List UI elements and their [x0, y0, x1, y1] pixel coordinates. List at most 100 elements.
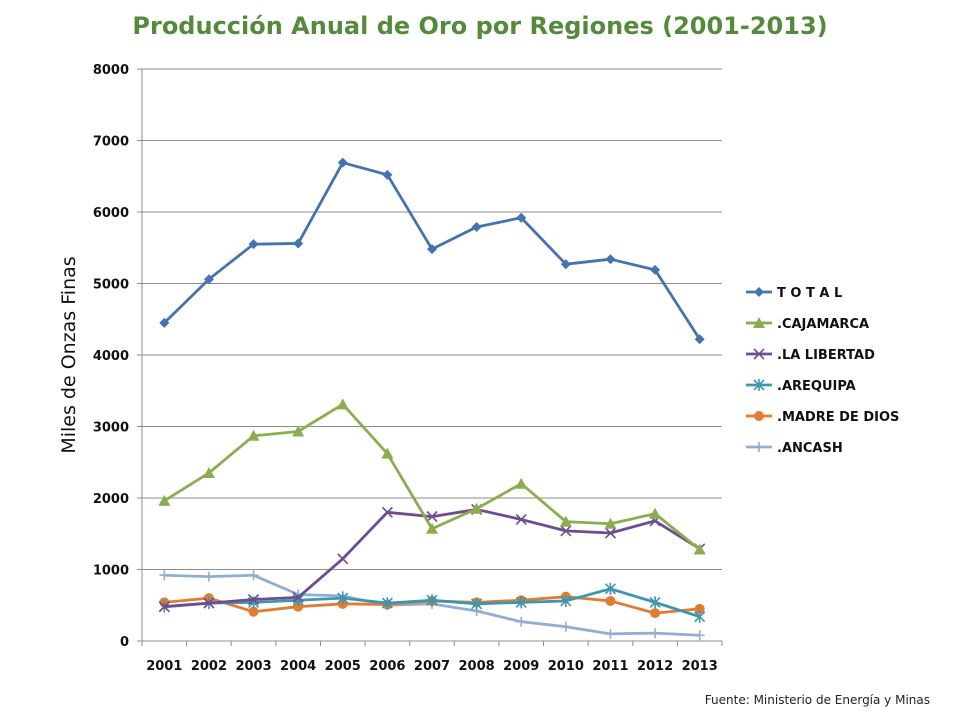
data-point — [470, 502, 483, 514]
y-tick-label: 1000 — [93, 564, 129, 579]
data-point — [293, 238, 304, 249]
data-point — [337, 553, 349, 565]
data-point — [694, 334, 705, 345]
legend-label: .LA LIBERTAD — [777, 348, 875, 363]
data-point — [202, 466, 215, 478]
y-tick-label: 4000 — [93, 349, 129, 364]
data-point — [650, 608, 661, 619]
y-tick-label: 7000 — [93, 135, 129, 150]
data-point — [427, 244, 437, 255]
data-point — [516, 212, 527, 223]
data-point — [203, 274, 214, 285]
data-point — [159, 317, 170, 328]
y-tick-label: 8000 — [93, 63, 129, 78]
legend-item: T O T A L — [746, 286, 842, 301]
data-point — [694, 630, 705, 641]
data-point — [293, 601, 304, 612]
series-t-o-t-a-l — [159, 157, 705, 345]
source-note: Fuente: Ministerio de Energía y Minas — [704, 693, 930, 707]
data-point — [693, 543, 706, 555]
y-tick-label: 3000 — [93, 421, 129, 436]
data-point — [694, 610, 706, 623]
legend-item: .AREQUIPA — [746, 379, 856, 394]
data-point — [471, 222, 482, 233]
data-point — [158, 494, 171, 506]
y-tick-label: 5000 — [93, 278, 129, 293]
x-tick-label: 2004 — [280, 659, 316, 674]
data-point — [426, 594, 438, 607]
x-tick-label: 2009 — [503, 659, 539, 674]
data-point — [515, 513, 527, 526]
legend-label: .AREQUIPA — [777, 379, 856, 394]
legend-marker — [754, 411, 764, 421]
data-point — [247, 429, 260, 441]
legend-item: .LA LIBERTAD — [746, 348, 875, 363]
x-tick-label: 2008 — [459, 659, 495, 674]
legend-label: .CAJAMARCA — [777, 317, 869, 332]
legend-label: .ANCASH — [777, 441, 843, 456]
data-point — [515, 596, 527, 609]
series-arequipa — [158, 582, 706, 623]
x-tick-label: 2006 — [369, 659, 405, 674]
legend-marker — [753, 379, 765, 391]
data-point — [605, 595, 616, 606]
data-point — [604, 517, 617, 529]
x-tick-label: 2007 — [414, 659, 450, 674]
data-point — [516, 616, 527, 627]
data-point — [292, 591, 304, 603]
x-tick-label: 2001 — [146, 659, 182, 674]
legend-item: .ANCASH — [746, 441, 843, 456]
data-point — [203, 571, 214, 582]
y-tick-label: 2000 — [93, 492, 129, 507]
axes: 0 1000 2000 3000 4000 5000 6000 7000 8000 2001 200… — [93, 63, 723, 674]
data-point — [203, 597, 215, 609]
x-tick-label: 2003 — [235, 659, 271, 674]
data-point — [560, 525, 572, 537]
x-tick-label: 2011 — [592, 659, 628, 674]
data-point — [649, 507, 662, 519]
series-layer — [158, 157, 706, 641]
legend-marker — [754, 287, 764, 297]
data-point — [426, 522, 438, 534]
legend-item: .CAJAMARCA — [746, 317, 869, 332]
data-point — [694, 603, 705, 614]
y-axis-title: Miles de Onzas Finas — [58, 256, 80, 453]
x-tick-label: 2002 — [191, 659, 227, 674]
data-point — [605, 628, 616, 639]
data-point — [381, 597, 393, 610]
data-point — [248, 239, 259, 250]
data-point — [426, 511, 438, 523]
y-tick-label: 0 — [120, 635, 129, 650]
gridlines — [142, 68, 722, 642]
data-point — [560, 259, 571, 270]
legend-item: .MADRE DE DIOS — [746, 410, 899, 425]
data-point — [381, 447, 394, 459]
data-point — [381, 506, 393, 518]
data-point — [560, 621, 571, 632]
data-point — [292, 425, 305, 437]
legend-marker — [753, 317, 765, 328]
data-point — [515, 477, 528, 489]
legend-marker — [753, 348, 765, 360]
legend-marker — [754, 442, 764, 452]
series-cajamarca — [158, 398, 706, 555]
data-point — [471, 597, 483, 610]
data-point — [159, 570, 170, 581]
data-point — [248, 570, 259, 581]
data-point — [650, 264, 661, 275]
data-point — [337, 157, 348, 168]
data-point — [650, 628, 661, 639]
legend: T O T A L .CAJAMARCA .LA LIBERTAD .AREQUIPA… — [746, 286, 899, 456]
data-point — [604, 527, 617, 539]
x-tick-label: 2005 — [325, 659, 361, 674]
data-point — [604, 582, 617, 595]
data-point — [247, 593, 260, 606]
data-point — [382, 169, 393, 180]
data-point — [248, 606, 259, 617]
x-tick-label: 2010 — [548, 659, 584, 674]
data-point — [559, 515, 572, 527]
legend-label: T O T A L — [777, 286, 842, 301]
data-point — [337, 592, 349, 605]
chart-title: Producción Anual de Oro por Regiones (20… — [132, 12, 828, 40]
